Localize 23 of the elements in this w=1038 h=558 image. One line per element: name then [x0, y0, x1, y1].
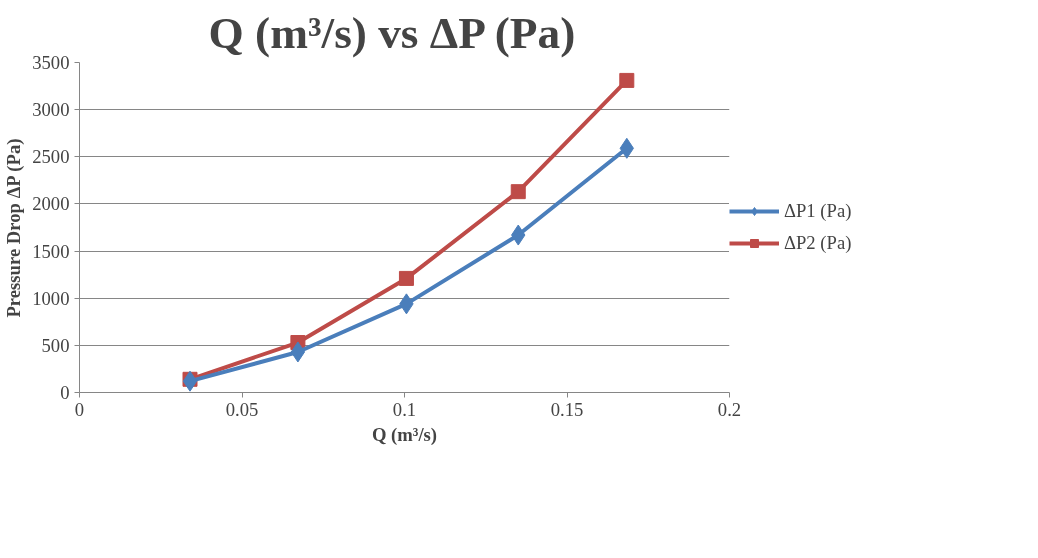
point — [398, 270, 414, 286]
y-tick-label: 0 — [60, 382, 70, 403]
y-tick-label: 3500 — [32, 52, 70, 73]
y-tick-label: 500 — [41, 334, 70, 356]
point — [510, 184, 526, 200]
point — [619, 72, 635, 88]
x-tick-label: 0.05 — [225, 398, 259, 420]
y-tick-label: 3000 — [32, 99, 70, 121]
y-tick-label: 1500 — [32, 240, 70, 262]
y-tick-label: 2500 — [32, 146, 70, 168]
legend-label: ΔP2 (Pa) — [784, 232, 852, 254]
y-axis-title: Pressure Drop ΔP (Pa) — [3, 138, 26, 318]
legend-label: ΔP1 (Pa) — [784, 200, 852, 222]
y-tick-label: 2000 — [32, 193, 70, 215]
x-tick-label: 0.1 — [392, 398, 417, 420]
point — [182, 370, 198, 392]
chart-title: Q (m³/s) vs ΔP (Pa) — [208, 7, 576, 58]
x-tick-label: 0 — [74, 398, 85, 420]
x-axis-title: Q (m³/s) — [371, 423, 438, 446]
x-tick-label: 0.2 — [717, 398, 742, 420]
y-tick-label: 1000 — [32, 287, 70, 309]
x-tick-label: 0.15 — [550, 398, 584, 420]
point — [290, 341, 306, 363]
